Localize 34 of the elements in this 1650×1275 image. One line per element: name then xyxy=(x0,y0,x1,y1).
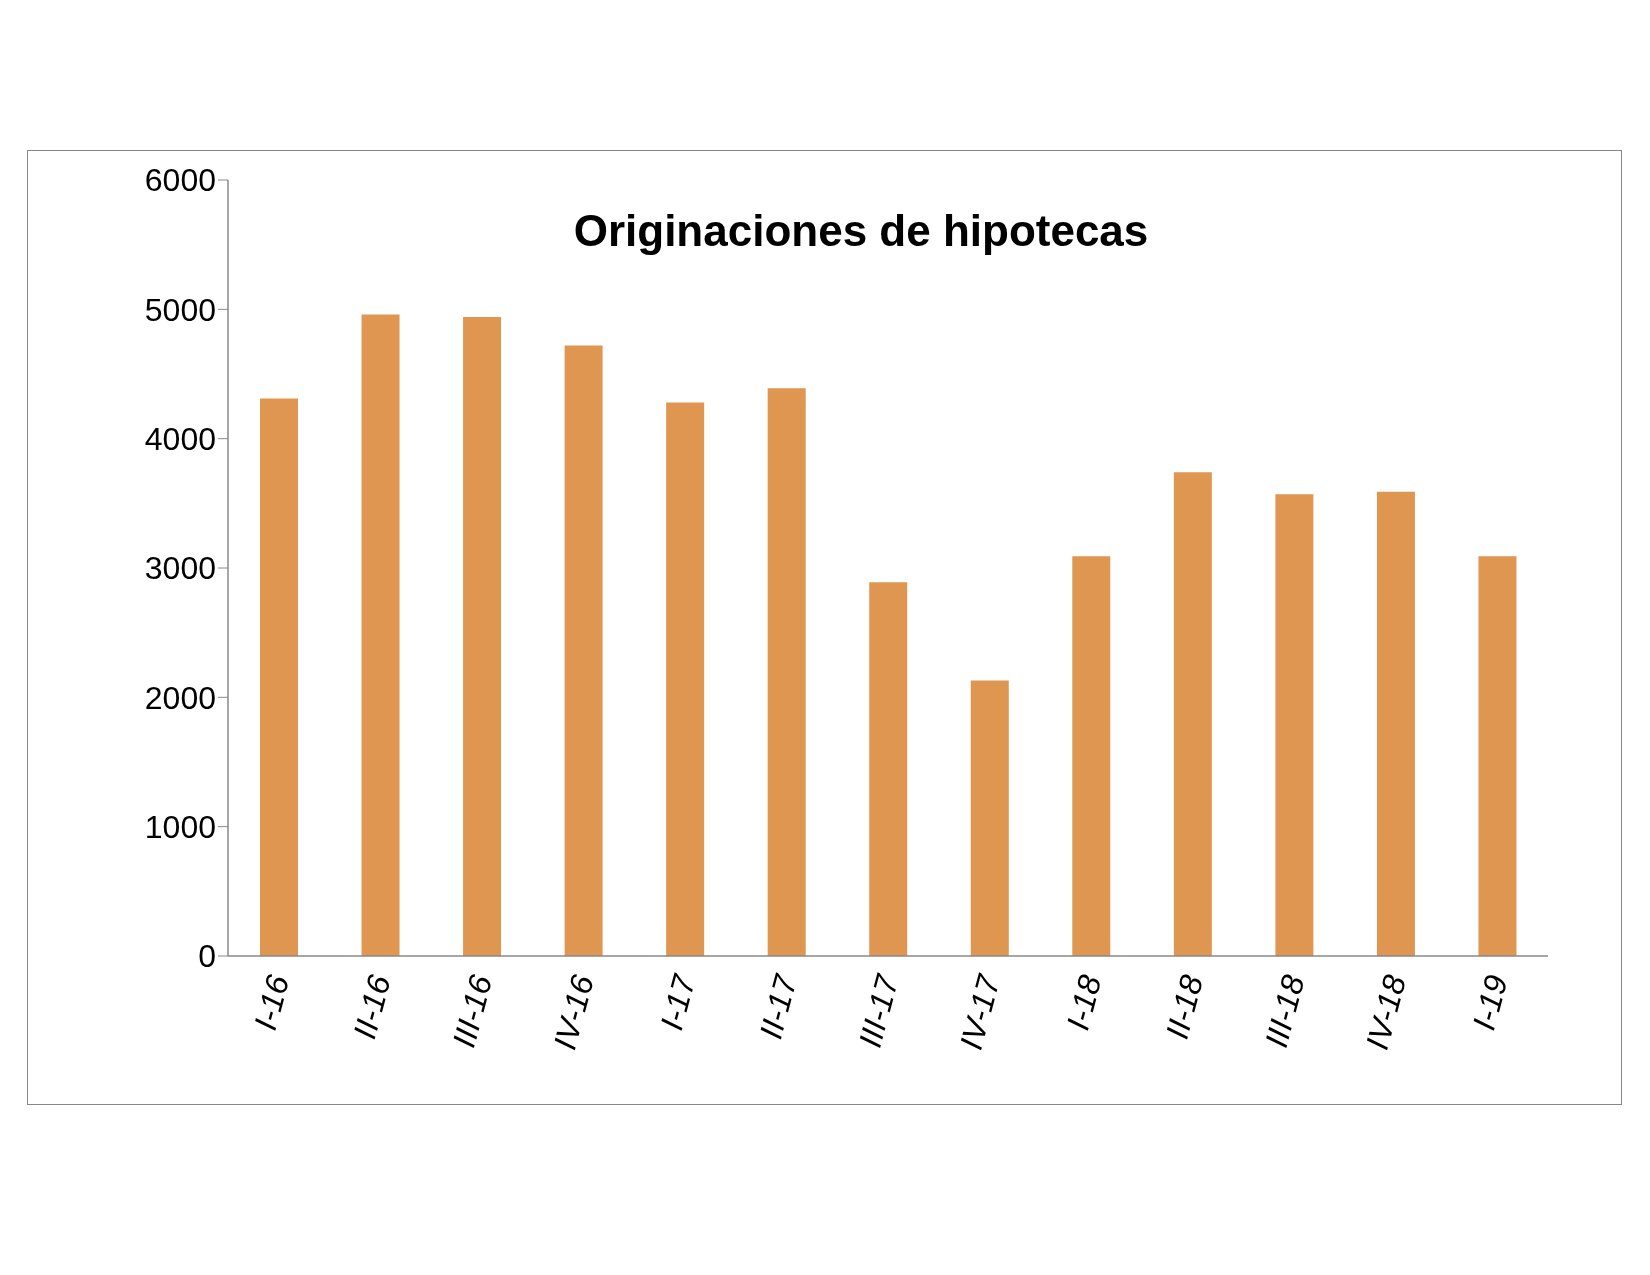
y-tick-label: 6000 xyxy=(144,162,216,199)
x-tick-label: I-19 xyxy=(1465,971,1515,1034)
y-tick-label: 5000 xyxy=(144,291,216,328)
bar xyxy=(260,398,298,956)
bar xyxy=(1275,494,1314,956)
x-tick-label: II-17 xyxy=(752,970,805,1043)
bar xyxy=(361,314,400,956)
x-tick-label: III-18 xyxy=(1257,971,1312,1052)
bar xyxy=(463,317,502,956)
x-tick-label: I-17 xyxy=(653,970,703,1034)
x-tick-label: I-16 xyxy=(247,971,297,1034)
bar xyxy=(767,388,806,956)
y-tick-label: 1000 xyxy=(144,809,216,846)
x-tick-label: II-18 xyxy=(1158,971,1211,1043)
bar xyxy=(1173,472,1212,956)
text: Originaciones de hipotecas xyxy=(572,206,1150,256)
x-tick-label: III-16 xyxy=(445,971,500,1052)
bar xyxy=(1376,491,1415,956)
y-tick-label: 0 xyxy=(198,938,216,975)
x-tick-label: III-17 xyxy=(851,970,906,1052)
y-tick-label: 4000 xyxy=(144,421,216,458)
y-tick-label: 3000 xyxy=(144,550,216,587)
bar xyxy=(666,402,705,956)
bar xyxy=(564,345,603,956)
bar xyxy=(1072,556,1111,956)
x-tick-label: IV-16 xyxy=(546,971,601,1054)
x-tick-label: I-18 xyxy=(1059,971,1109,1034)
bar xyxy=(970,680,1009,956)
y-tick-label: 2000 xyxy=(144,679,216,716)
x-tick-label: IV-18 xyxy=(1358,971,1414,1054)
bar xyxy=(869,582,908,956)
bar xyxy=(1478,556,1517,956)
x-tick-label: II-16 xyxy=(346,971,398,1043)
x-tick-label: IV-17 xyxy=(952,970,1008,1054)
